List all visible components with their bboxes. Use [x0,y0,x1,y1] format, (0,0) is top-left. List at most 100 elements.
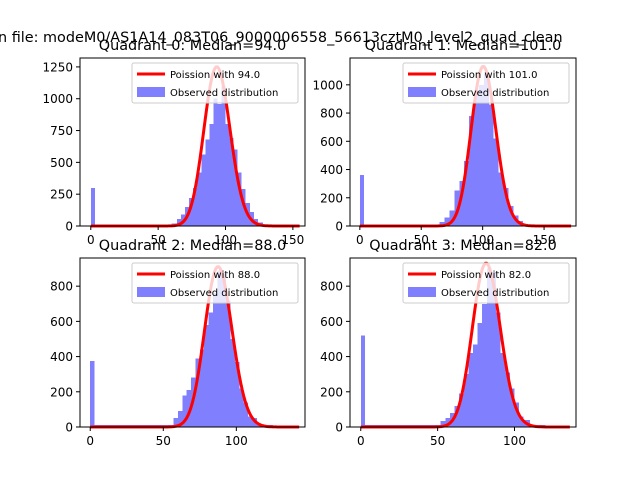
histogram-bar [508,206,514,226]
histogram-bar [217,103,222,226]
axes-frame [349,257,577,428]
histogram-bar [496,312,501,427]
chart-title: Quadrant 0: Median=94.0 [99,38,287,54]
legend-label-poisson: Poission with 88.0 [170,270,260,281]
histogram-bar [478,84,484,226]
histogram-bar [477,323,483,427]
axes-frame [349,57,577,227]
x-tick-label: 0 [357,434,365,448]
x-tick-label: 0 [356,233,364,247]
histogram-bar [444,217,450,226]
histogram-bar [491,272,497,427]
y-tick-label: 0 [65,421,73,435]
chart-legend: Poission with 82.0 Observed distribution [402,262,570,304]
y-tick-label: 400 [320,350,343,364]
histogram-bar [454,405,460,427]
histogram-bar [482,303,487,427]
y-tick-label: 0 [335,220,343,234]
y-tick-label: 500 [50,156,73,170]
histogram-bar [226,300,231,427]
histogram-bar [205,139,210,226]
x-tick-label: 150 [281,233,304,247]
histogram-bar [177,219,182,226]
chart-title: Quadrant 3: Median=82.0 [369,238,557,254]
histogram-bar [463,374,469,427]
x-tick-label: 100 [471,233,494,247]
legend-swatch-observed [137,287,165,297]
histogram-bar [505,372,510,427]
histogram-bar [177,411,183,427]
histogram-bar [439,221,445,226]
histogram-bar [472,344,478,427]
legend-swatch-observed [408,287,436,297]
x-tick-label: 50 [414,233,429,247]
y-tick-label: 600 [320,315,343,329]
histogram-bar [509,388,515,427]
histogram-bar [237,172,242,226]
legend-label-observed: Observed distribution [170,288,278,299]
x-tick-label: 100 [225,434,248,448]
y-tick-label: 600 [50,315,73,329]
histogram-bar [449,210,455,226]
legend-label-observed: Observed distribution [441,88,549,99]
histogram-bar [234,361,240,427]
y-tick-label: 800 [320,107,343,121]
x-tick-label: 150 [533,233,556,247]
histogram-bar [208,312,213,427]
chart-panel-3: 0 50 100 0 200 400 600 800 Quadrant 3: Median=82… [320,238,577,448]
histogram-bar [225,124,230,226]
legend-label-observed: Observed distribution [441,288,549,299]
histogram-bar [182,395,187,427]
x-tick-label: 50 [151,233,166,247]
y-tick-label: 0 [335,421,343,435]
histogram-bar [217,270,222,427]
histogram-bar [474,90,479,227]
y-tick-label: 200 [320,385,343,399]
histogram-bar [459,180,465,226]
histogram-bar [514,402,520,427]
legend-label-poisson: Poission with 94.0 [170,70,260,81]
chart-title: Quadrant 2: Median=88.0 [99,238,287,254]
histogram-bar [90,187,96,226]
histogram-bar [469,115,475,226]
histogram-bar [230,338,235,427]
histogram-bar [503,187,509,226]
x-tick-label: 0 [86,434,94,448]
axes-frame [79,57,306,227]
y-tick-label: 800 [50,280,73,294]
histogram-bar [488,104,494,226]
histogram-bar [204,324,209,427]
histogram-bar [199,349,205,427]
histogram-bar [186,390,192,427]
histogram-bar [212,293,218,427]
y-tick-label: 1250 [42,60,73,74]
histogram-bar [209,124,214,226]
chart-title: Quadrant 1: Median=101.0 [365,38,562,54]
legend-label-poisson: Poission with 101.0 [441,70,537,81]
legend-label-poisson: Poission with 82.0 [441,270,531,281]
histogram-bar [483,73,489,226]
histogram-bar [493,138,499,226]
y-tick-label: 600 [320,135,343,149]
chart-panel-2: 0 50 100 0 200 400 600 800 Quadrant 2: Median=88… [50,238,306,448]
histogram-bar [360,335,366,427]
histogram-bar [519,416,524,427]
histogram-bar [189,198,194,226]
histogram-bar [90,360,95,427]
legend-box [402,62,570,104]
histogram-bar [233,149,238,226]
y-tick-label: 750 [50,124,73,138]
y-tick-label: 400 [50,350,73,364]
histogram-bar [173,418,178,427]
chart-legend: Poission with 94.0 Observed distribution [131,62,299,104]
chart-panel-0: 0 50 100 150 0 250 500 750 1000 1250 Quadrant 0: M… [42,38,306,247]
y-tick-label: 1000 [312,78,343,92]
x-tick-label: 50 [156,434,171,448]
x-tick-label: 100 [503,434,526,448]
figure-suptitle: n file: modeM0/AS1A14_083T06_9000006558_… [0,30,563,46]
y-tick-label: 0 [65,220,73,234]
x-tick-label: 100 [214,233,237,247]
y-tick-label: 400 [320,163,343,177]
histogram-bar [464,161,470,226]
